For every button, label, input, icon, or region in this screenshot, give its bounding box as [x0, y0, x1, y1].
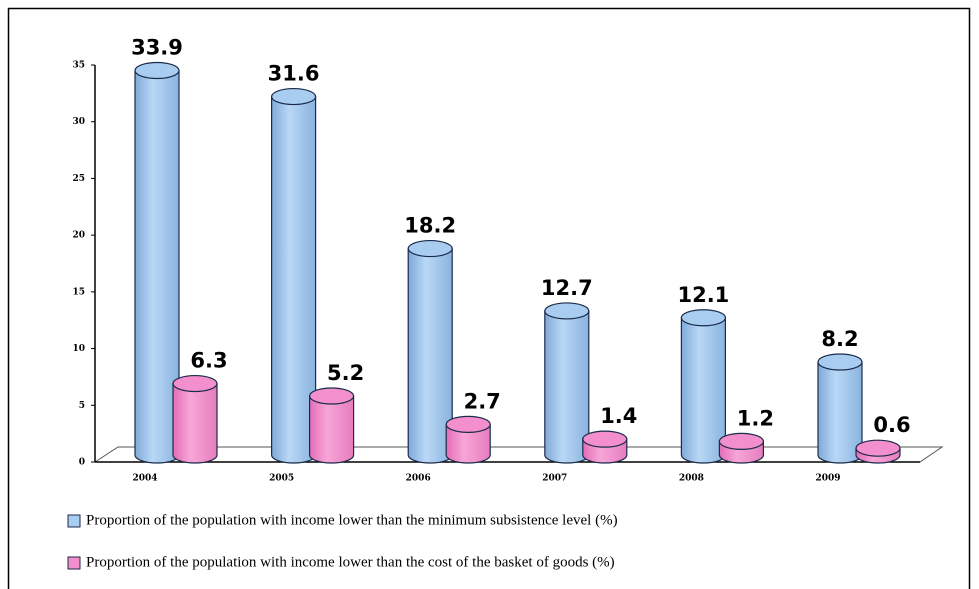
data-label: 31.6 [268, 62, 320, 86]
x-tick-label: 2007 [542, 474, 567, 484]
y-tick-label: 15 [72, 287, 85, 297]
data-label: 33.9 [131, 35, 183, 59]
cylinder-top [407, 239, 453, 258]
frame [7, 7, 971, 589]
cylinder [445, 423, 491, 464]
cylinder-top [582, 430, 628, 448]
data-label: 8.2 [821, 327, 858, 351]
data-label: 1.2 [737, 406, 774, 430]
cylinder-top [172, 374, 218, 393]
cylinder-top [445, 415, 491, 433]
legend-swatch [67, 556, 81, 570]
data-label: 2.7 [464, 389, 501, 413]
x-tick-label: 2006 [406, 474, 431, 484]
data-label: 6.3 [190, 349, 227, 373]
y-tick-label: 25 [72, 174, 85, 184]
data-label: 12.1 [677, 283, 729, 307]
y-tick-label: 0 [79, 458, 85, 468]
cylinder-top [855, 439, 901, 457]
data-label: 0.6 [873, 413, 910, 437]
y-tick-label: 10 [72, 344, 85, 354]
data-label: 1.4 [600, 404, 637, 428]
y-tick-label: 35 [72, 61, 85, 71]
y-tick-label: 30 [72, 117, 85, 127]
data-label: 18.2 [404, 214, 456, 238]
x-tick-label: 2008 [679, 474, 704, 484]
legend-swatch [67, 514, 81, 528]
legend-label: Proportion of the population with income… [86, 554, 615, 570]
y-tick-label: 20 [72, 231, 85, 241]
x-tick-label: 2005 [269, 474, 294, 484]
legend-label: Proportion of the population with income… [86, 512, 618, 528]
cylinder-top [680, 309, 727, 327]
cylinder-top [134, 61, 180, 80]
cylinder-top [309, 387, 355, 405]
y-tick-label: 5 [79, 401, 85, 411]
cylinder [172, 382, 218, 464]
floor [93, 446, 944, 463]
x-tick-label: 2009 [815, 474, 840, 484]
data-label: 5.2 [327, 361, 364, 385]
cylinder-top [817, 353, 863, 371]
data-label: 12.7 [541, 276, 593, 300]
cylinder-top [544, 302, 590, 320]
x-tick-label: 2004 [132, 474, 157, 484]
cylinder [309, 395, 355, 464]
cylinder-top [271, 87, 317, 106]
cylinder-top [718, 432, 765, 450]
